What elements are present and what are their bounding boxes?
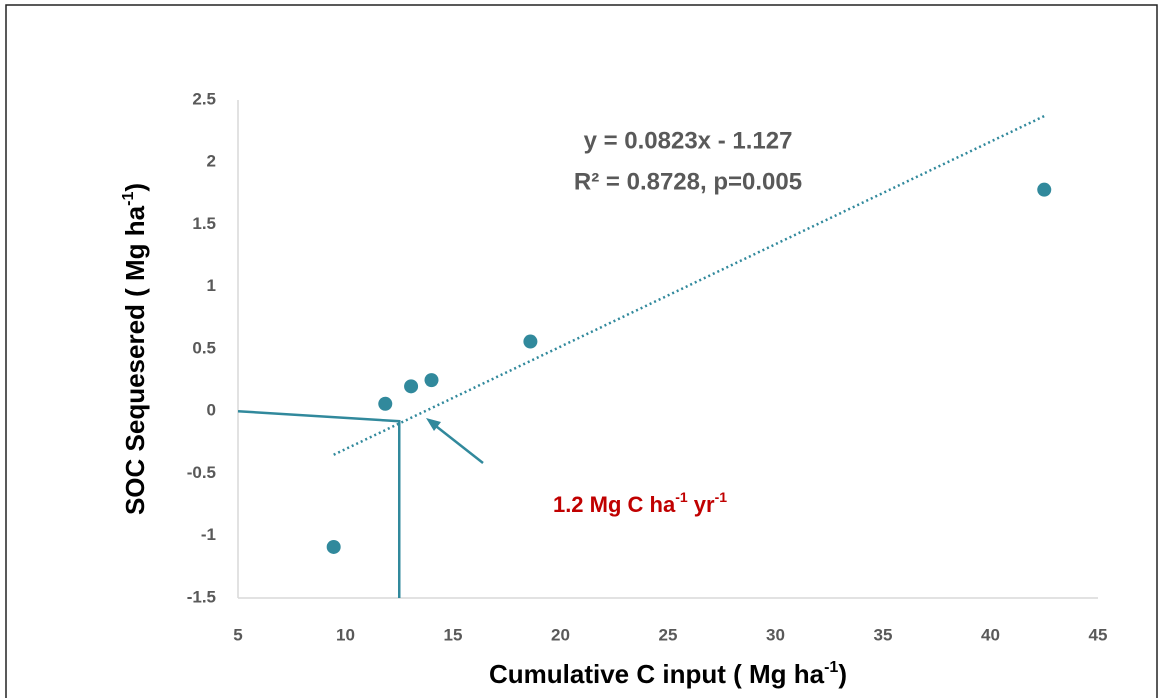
y-tick-label: -1: [201, 525, 216, 544]
x-tick-label: 30: [766, 625, 785, 644]
x-tick-label: 35: [874, 625, 893, 644]
y-tick-label: 0: [207, 401, 216, 420]
y-tick-label: 0.5: [192, 338, 216, 357]
arrow-head: [426, 418, 441, 431]
y-axis-title-part: SOC Sequesered ( Mg ha: [120, 205, 150, 515]
point: [1037, 182, 1052, 197]
annotation-part: 1.2 Mg C ha: [553, 492, 676, 517]
point: [523, 334, 538, 349]
y-tick-label: 2.5: [192, 89, 216, 108]
y-axis-title-part: -1: [120, 192, 137, 206]
equation: R² = 0.8728, p=0.005: [574, 168, 802, 195]
trendline: [333, 114, 1045, 456]
y-tick-label: 1.5: [192, 214, 216, 233]
x-tick-label: 45: [1089, 625, 1108, 644]
arrow: [431, 422, 484, 464]
annotation-part: -1: [715, 489, 728, 505]
x-axis-title: Cumulative C input ( Mg ha-1): [489, 659, 847, 689]
y-tick-label: -1.5: [187, 587, 216, 606]
point: [326, 539, 341, 554]
x-tick-label: 40: [981, 625, 1000, 644]
x-axis-title-part: ): [838, 659, 847, 689]
x-tick-label: 25: [659, 625, 678, 644]
y-tick-label: -0.5: [187, 463, 216, 482]
frame: [5, 4, 1158, 698]
point: [404, 379, 419, 394]
x-tick-label: 20: [551, 625, 570, 644]
annotation-part: -1: [675, 489, 688, 505]
equation: y = 0.0823x - 1.127: [584, 127, 793, 154]
y-tick-label: 2: [207, 152, 216, 171]
y-axis-title: SOC Sequesered ( Mg ha-1): [120, 183, 150, 515]
y-tick-label: 1: [207, 276, 216, 295]
point: [424, 373, 439, 388]
x-tick-label: 5: [233, 625, 242, 644]
y-axis-title-part: ): [120, 183, 150, 192]
annotation-part: yr: [688, 492, 715, 517]
guide-line: [237, 410, 401, 598]
x-tick-label: 10: [336, 625, 355, 644]
x-tick-label: 15: [444, 625, 463, 644]
annotation: 1.2 Mg C ha-1 yr-1: [553, 489, 727, 517]
x-axis-title-part: -1: [824, 659, 838, 676]
x-axis-title-part: Cumulative C input ( Mg ha: [489, 659, 825, 689]
point: [378, 396, 393, 411]
